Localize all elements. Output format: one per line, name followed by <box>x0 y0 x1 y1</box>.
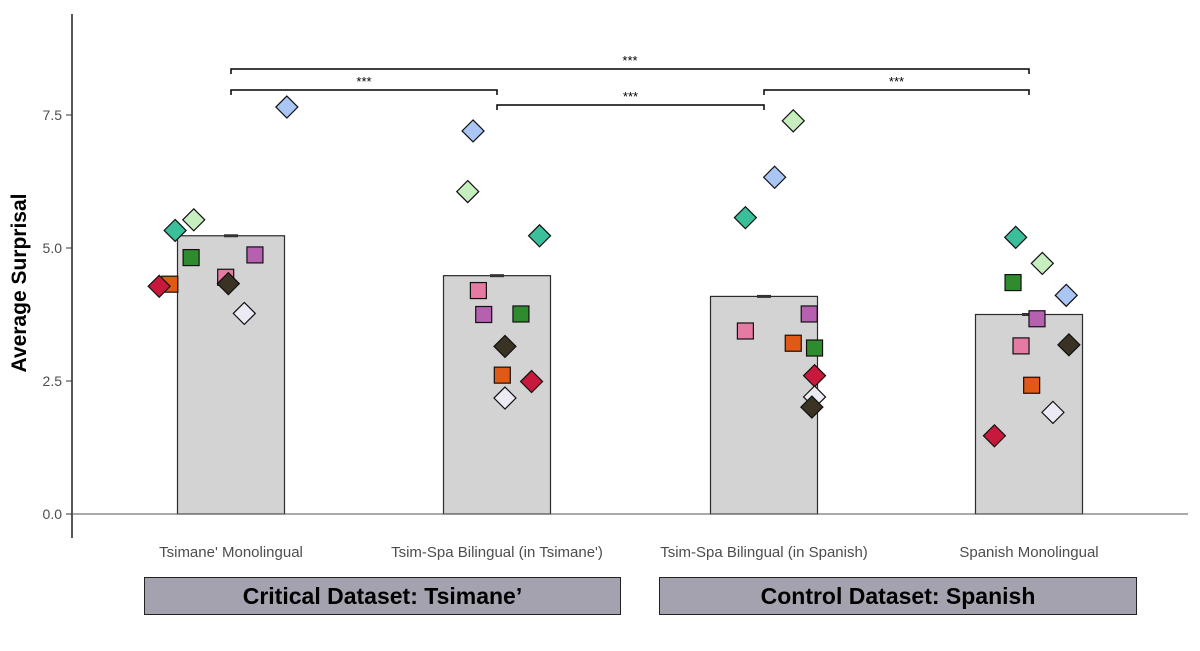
data-point-diamond <box>1057 332 1081 357</box>
significance-bracket <box>230 68 1030 74</box>
data-point-diamond <box>275 95 299 119</box>
significance-bracket <box>230 89 498 95</box>
data-point-diamond <box>181 207 206 232</box>
data-point-square <box>736 322 754 340</box>
data-point-diamond <box>232 301 257 326</box>
data-point-diamond <box>1054 283 1079 308</box>
data-point-diamond <box>519 369 544 394</box>
data-point-diamond <box>1041 400 1065 425</box>
data-point-diamond <box>1003 225 1028 250</box>
axes: 0.0 2.5 5.0 7.5 Tsimane' Monolingual Tsim-Spa… <box>43 14 1188 561</box>
y-tick-label: 7.5 <box>43 107 63 123</box>
data-point-diamond <box>147 274 172 299</box>
y-tick-label: 2.5 <box>43 373 63 389</box>
data-point-diamond <box>762 165 787 190</box>
data-point-square <box>805 339 824 357</box>
data-point-square <box>475 305 493 324</box>
data-point-square <box>1012 337 1030 355</box>
significance-bracket <box>763 89 1030 95</box>
data-point-diamond <box>493 386 517 410</box>
data-point-diamond <box>216 271 241 296</box>
group-label-critical: Critical Dataset: Tsimane’ <box>144 577 621 615</box>
significance-bracket <box>496 104 765 110</box>
y-axis-title: Average Surprisal <box>8 194 31 373</box>
significance-label: *** <box>623 89 638 104</box>
data-point-diamond <box>527 223 552 248</box>
group-label-control: Control Dataset: Spanish <box>659 577 1137 615</box>
bars <box>176 234 1084 515</box>
data-point-diamond <box>455 179 480 204</box>
data-point-diamond <box>493 334 517 359</box>
data-point-diamond <box>982 423 1007 448</box>
significance-label: *** <box>622 53 637 68</box>
data-point-square <box>512 305 530 323</box>
significance-label: *** <box>889 74 904 89</box>
data-point-square <box>493 366 511 384</box>
data-point-square <box>182 248 200 267</box>
significance-brackets: *** *** *** *** <box>230 53 1030 110</box>
data-points <box>147 95 1081 448</box>
y-tick-label: 0.0 <box>43 506 63 522</box>
y-tick-label: 5.0 <box>43 240 63 256</box>
x-category-label: Tsimane' Monolingual <box>159 544 303 561</box>
data-point-diamond <box>461 119 485 143</box>
data-point-square <box>784 334 802 352</box>
data-point-square <box>1023 376 1041 394</box>
data-point-square <box>246 246 264 264</box>
data-point-square <box>1028 310 1046 328</box>
data-point-diamond <box>163 218 187 243</box>
data-point-diamond <box>800 395 824 419</box>
x-category-label: Tsim-Spa Bilingual (in Spanish) <box>660 544 868 561</box>
bar <box>709 295 819 515</box>
data-point-diamond <box>1030 251 1055 276</box>
x-category-label: Spanish Monolingual <box>959 544 1098 561</box>
data-point-square <box>469 281 487 300</box>
x-category-label: Tsim-Spa Bilingual (in Tsimane') <box>391 544 603 561</box>
data-point-diamond <box>733 205 758 230</box>
significance-label: *** <box>356 74 371 89</box>
data-point-square <box>1004 273 1022 292</box>
data-point-square <box>800 305 818 323</box>
data-point-diamond <box>781 109 806 133</box>
